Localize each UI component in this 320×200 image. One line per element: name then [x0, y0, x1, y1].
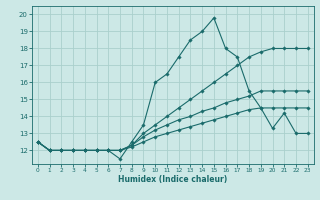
X-axis label: Humidex (Indice chaleur): Humidex (Indice chaleur): [118, 175, 228, 184]
